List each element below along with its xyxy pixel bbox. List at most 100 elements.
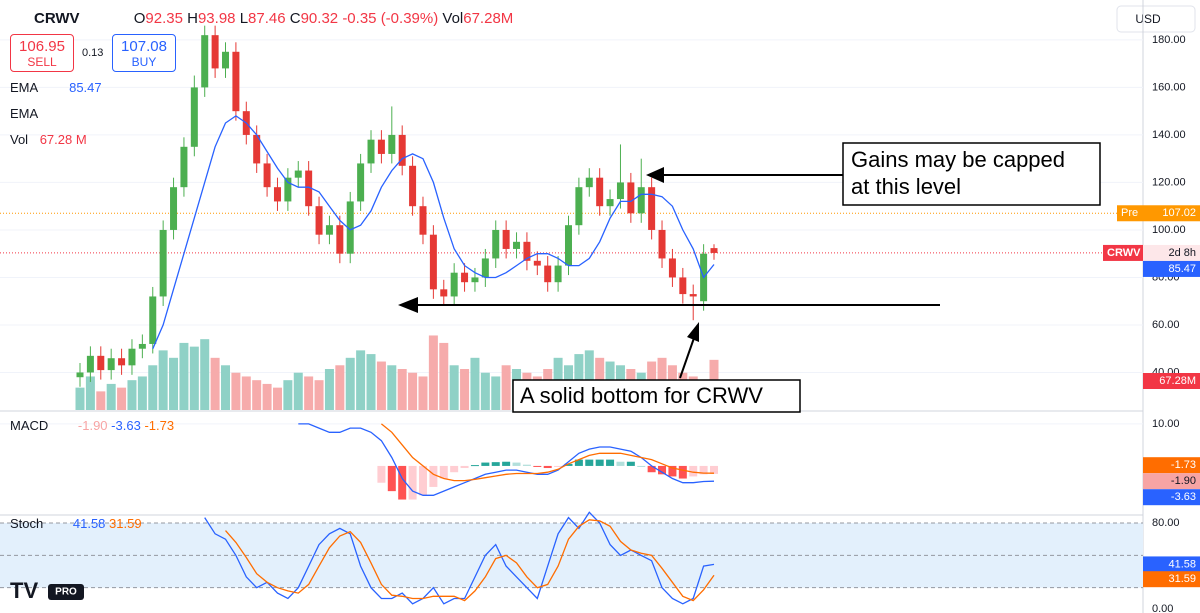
volume-bar (408, 372, 418, 410)
legend-row: EMA (10, 106, 38, 121)
stoch-k-badge: 41.58 (1168, 558, 1196, 570)
header: CRWV O92.35 H93.98 L87.46 C90.32 -0.35 (… (10, 10, 513, 27)
volume-bar (241, 376, 251, 410)
candle-body (564, 225, 572, 266)
annotation: A solid bottom for CRWV (520, 383, 763, 408)
candle-body (481, 258, 489, 278)
logo-mark: TV (10, 578, 38, 603)
close: 90.32 (300, 10, 339, 27)
macd-histogram-bar (398, 465, 407, 500)
legend-row: EMA 85.47 (10, 80, 102, 95)
macd-histogram-bar (418, 465, 427, 496)
annotation-box (512, 379, 801, 413)
candle-body (461, 272, 469, 283)
volume-bar (169, 357, 179, 410)
vol: 67.28M (463, 10, 514, 27)
macd-histogram-bar (678, 465, 687, 479)
candle-body (606, 199, 614, 207)
macd-histogram-bar (574, 459, 583, 466)
y-tick-label: 160.00 (1152, 81, 1186, 93)
y-tick-label: 120.00 (1152, 176, 1186, 188)
volume-bar (272, 387, 282, 410)
pre-label: Pre (1121, 207, 1138, 219)
candle-body (679, 277, 687, 295)
countdown-bg (1143, 244, 1200, 261)
volume-bar (75, 387, 85, 410)
signal-badge: -1.73 (1171, 459, 1196, 471)
macd-badge: -3.63 (1171, 491, 1196, 503)
candle-body (190, 87, 198, 147)
candle-body (201, 35, 209, 88)
candle-body (616, 182, 624, 200)
candle-body (76, 372, 84, 378)
macd-histogram-bar (502, 461, 511, 466)
macd-histogram-bar (470, 465, 479, 467)
legend-label: EMA (10, 106, 39, 121)
sell-price[interactable]: 106.95 (19, 38, 65, 55)
macd-histogram-bar (491, 462, 500, 466)
sell-label[interactable]: SELL (27, 55, 57, 69)
high: 93.98 (197, 10, 236, 27)
candle-body (575, 187, 583, 226)
macd-histogram-bar (522, 464, 531, 466)
volume-bar (470, 357, 480, 410)
volume-bar (85, 376, 95, 410)
l-label: L (239, 10, 249, 27)
volume-bar (387, 365, 397, 410)
volume-bar (210, 357, 220, 410)
candle-body (86, 355, 94, 373)
candle-body (419, 206, 427, 235)
candle-body (367, 139, 375, 164)
volume-bar (221, 365, 231, 410)
currency-box[interactable] (1116, 5, 1196, 33)
volume-bar (137, 376, 147, 410)
macd-histogram-bar (616, 461, 625, 466)
macd-histogram-bar (606, 459, 615, 466)
open: 92.35 (145, 10, 183, 27)
candle-body (315, 206, 323, 235)
candle-body (710, 248, 718, 253)
volume-bar (304, 376, 314, 410)
legend-value: -1.73 (144, 418, 175, 433)
candle-body (440, 289, 448, 297)
candle-body (180, 146, 188, 188)
currency[interactable]: USD (1135, 12, 1161, 26)
legend-row: Vol 67.28 M (10, 132, 87, 147)
buy-button[interactable]: 107.08 BUY (112, 34, 176, 72)
macd-histogram-bar (585, 459, 594, 466)
candle-body (149, 296, 157, 344)
candle-body (294, 170, 302, 178)
candle-body (107, 358, 115, 371)
buy-price[interactable]: 107.08 (121, 38, 167, 55)
volume-bar (106, 383, 116, 410)
arrowhead (646, 167, 664, 183)
candle-body (284, 177, 292, 202)
candle-body (544, 265, 552, 283)
volume-bar (148, 365, 158, 410)
candle-body (336, 225, 344, 254)
volume-bar (439, 342, 449, 410)
buy-label[interactable]: BUY (131, 55, 157, 69)
legend-label: Stoch (10, 516, 44, 531)
candle-body (409, 165, 417, 207)
volume-bar (262, 383, 272, 410)
pre-badge-bg (1117, 205, 1200, 222)
macd-histogram-bar (658, 465, 667, 475)
candle-body (138, 343, 146, 349)
bottom-arrow (679, 337, 695, 379)
candle-body (689, 294, 697, 297)
sell-button[interactable]: 106.95 SELL (10, 34, 74, 72)
candle-body (97, 355, 105, 371)
macd-histogram-bar (564, 463, 573, 466)
annotation-box (842, 142, 1101, 206)
macd-histogram-bar (626, 461, 635, 466)
hist-badge-bg (1143, 473, 1200, 490)
logo-badge (48, 584, 84, 600)
vol-badge-bg (1143, 373, 1200, 389)
volume-bar (449, 365, 459, 410)
macd-histogram-bar (637, 465, 646, 467)
candle-body (596, 177, 604, 207)
macd-histogram-bar (439, 465, 448, 479)
low: 87.46 (248, 10, 286, 27)
candle-body (211, 35, 219, 69)
